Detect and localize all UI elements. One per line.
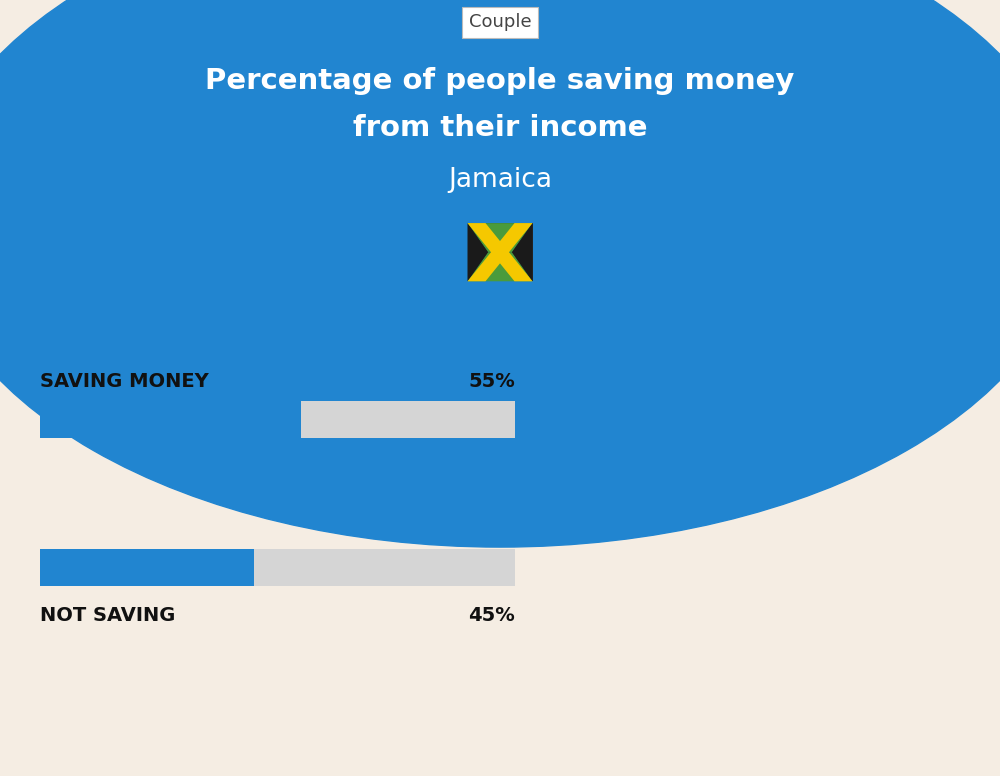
FancyBboxPatch shape — [468, 223, 532, 281]
FancyBboxPatch shape — [40, 401, 515, 438]
FancyBboxPatch shape — [40, 401, 301, 438]
Polygon shape — [468, 223, 532, 281]
Text: Couple: Couple — [469, 13, 531, 31]
Polygon shape — [468, 223, 532, 252]
FancyBboxPatch shape — [40, 549, 515, 586]
Ellipse shape — [0, 0, 1000, 547]
Polygon shape — [468, 223, 532, 281]
Text: 45%: 45% — [468, 606, 515, 625]
FancyBboxPatch shape — [40, 549, 254, 586]
Polygon shape — [468, 223, 488, 281]
Text: NOT SAVING: NOT SAVING — [40, 606, 175, 625]
Polygon shape — [468, 252, 532, 281]
Text: Jamaica: Jamaica — [448, 167, 552, 193]
Text: Percentage of people saving money: Percentage of people saving money — [205, 68, 795, 95]
Text: SAVING MONEY: SAVING MONEY — [40, 372, 209, 391]
Text: 55%: 55% — [468, 372, 515, 391]
Text: from their income: from their income — [353, 114, 647, 142]
Polygon shape — [512, 223, 532, 281]
